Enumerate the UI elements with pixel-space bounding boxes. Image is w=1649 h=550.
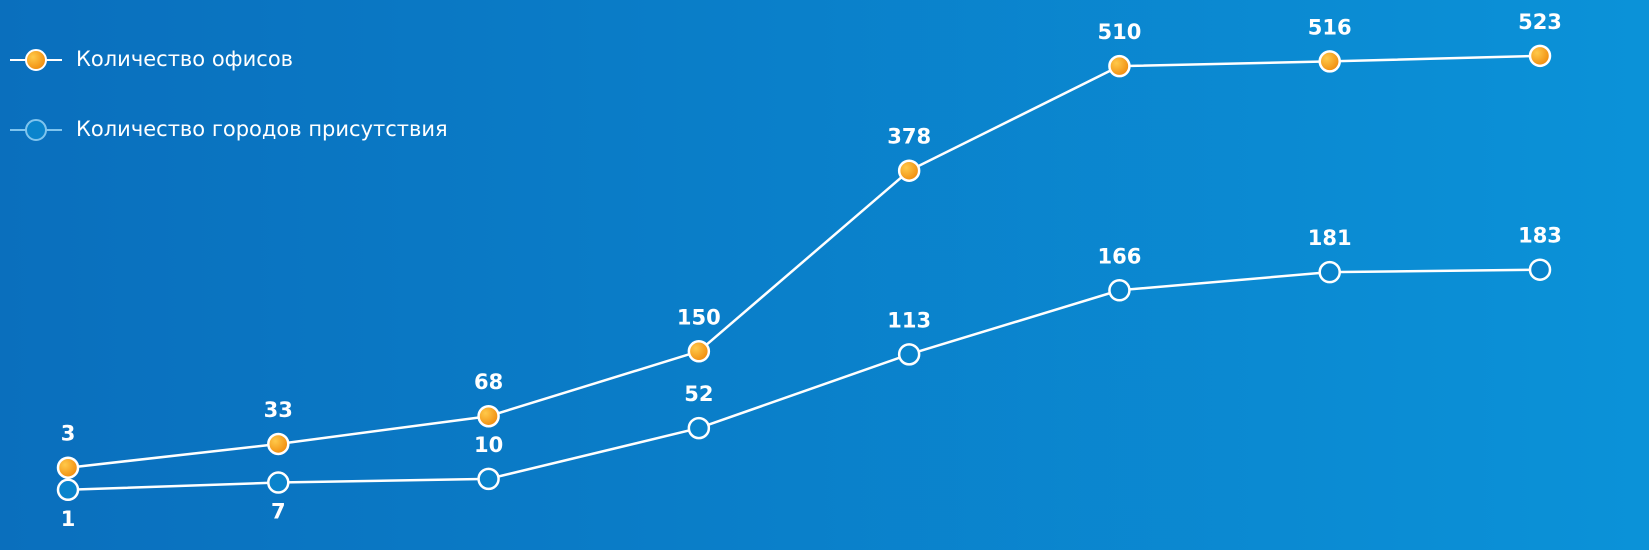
data-label: 7 [271,500,286,524]
data-label: 150 [677,305,721,329]
data-label: 52 [684,382,713,406]
data-label: 516 [1308,15,1352,39]
data-label: 523 [1518,10,1562,34]
data-label: 1 [61,507,76,531]
point [1528,44,1552,68]
legend-marker [25,119,47,141]
point [267,432,290,456]
point [897,159,921,182]
data-label: 68 [474,370,503,394]
point [56,456,80,479]
point [1528,258,1552,281]
legend-label: Количество городов присутствия [76,117,448,141]
data-label: 510 [1098,20,1142,44]
data-label: 113 [887,308,931,332]
point [897,343,921,366]
series-line [67,54,1541,469]
data-label: 183 [1518,224,1562,248]
point [687,340,711,363]
point [477,404,500,428]
series-line [67,268,1541,492]
legend-marker [25,49,47,71]
data-label: 10 [474,433,503,457]
point [56,478,80,502]
data-label: 3 [61,422,76,446]
point [477,467,500,491]
legend-label: Количество офисов [76,47,293,71]
point [267,471,290,494]
data-label: 378 [887,125,931,149]
data-label: 166 [1098,244,1142,268]
point [1318,50,1341,73]
data-label: 33 [264,398,293,422]
point [1108,279,1131,302]
point [1318,260,1341,284]
point [687,416,711,440]
point [1108,54,1131,78]
data-label: 181 [1308,226,1352,250]
